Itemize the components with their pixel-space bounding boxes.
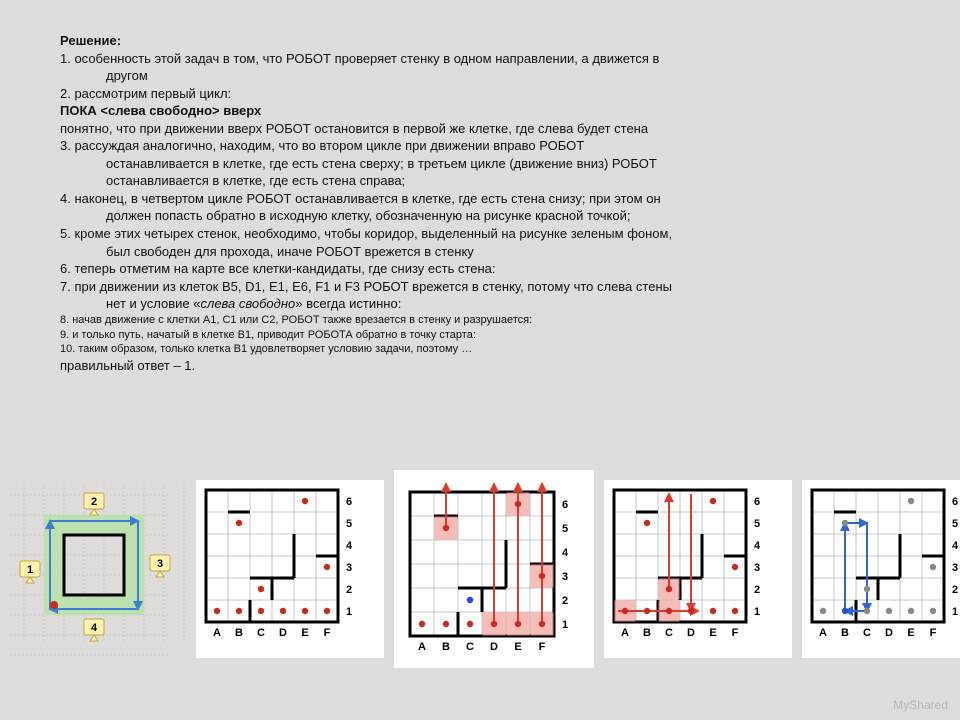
svg-text:6: 6 [562,499,568,511]
line: ПОКА <слева свободно> вверх [60,102,914,120]
line: 6. теперь отметим на карте все клетки-ка… [60,260,914,278]
line: останавливается в клетке, где есть стена… [60,172,914,190]
svg-text:5: 5 [952,518,958,530]
line: 4. наконец, в четвертом цикле РОБОТ оста… [60,190,914,208]
svg-text:3: 3 [562,571,568,583]
line: нет и условие «слева свободно» всегда ис… [60,295,914,313]
svg-text:1: 1 [562,619,568,631]
svg-text:F: F [539,641,546,653]
svg-text:B: B [235,627,243,639]
svg-text:4: 4 [562,547,569,559]
svg-text:F: F [930,627,937,639]
svg-text:D: D [885,627,893,639]
svg-text:1: 1 [754,606,760,618]
svg-text:F: F [732,627,739,639]
svg-text:3: 3 [952,562,958,574]
line: понятно, что при движении вверх РОБОТ ос… [60,120,914,138]
line: 3. рассуждая аналогично, находим, что во… [60,137,914,155]
svg-text:1: 1 [27,564,33,576]
svg-text:D: D [490,641,498,653]
svg-text:2: 2 [952,584,958,596]
svg-text:5: 5 [346,518,352,530]
figure-3-crash-cells: A B C D E F 1 2 3 4 5 6 [394,470,594,668]
svg-text:3: 3 [754,562,760,574]
heading: Решение: [60,33,121,48]
svg-text:4: 4 [346,540,353,552]
svg-text:3: 3 [157,558,163,570]
svg-text:3: 3 [346,562,352,574]
svg-text:2: 2 [754,584,760,596]
line: 10. таким образом, только клетка B1 удов… [60,342,914,357]
svg-text:A: A [418,641,426,653]
line: 5. кроме этих четырех стенок, необходимо… [60,225,914,243]
svg-text:B: B [442,641,450,653]
svg-text:B: B [643,627,651,639]
answer: правильный ответ – 1. [60,357,914,375]
svg-text:2: 2 [346,584,352,596]
svg-text:A: A [819,627,827,639]
svg-text:E: E [514,641,521,653]
svg-text:C: C [257,627,265,639]
svg-text:4: 4 [952,540,959,552]
figure-row: 1 2 3 4 A B C D E F 1 2 3 4 5 6 A B C D E F 1 2 3 4 5 6 A B C D E F 1 2 3… [6,470,960,668]
line: другом [60,67,914,85]
line: 2. рассмотрим первый цикл: [60,85,914,103]
figure-1-corridor: 1 2 3 4 [6,479,186,659]
svg-text:1: 1 [346,606,352,618]
line: 9. и только путь, начатый в клетке B1, п… [60,328,914,343]
svg-text:2: 2 [562,595,568,607]
svg-text:C: C [466,641,474,653]
svg-text:6: 6 [754,496,760,508]
svg-text:6: 6 [952,496,958,508]
svg-text:5: 5 [754,518,760,530]
svg-text:2: 2 [91,496,97,508]
svg-text:F: F [324,627,331,639]
svg-text:D: D [279,627,287,639]
figure-2-candidate-dots: A B C D E F 1 2 3 4 5 6 [196,480,384,658]
solution-text: Решение: 1. особенность этой задач в том… [0,0,960,375]
line: должен попасть обратно в исходную клетку… [60,207,914,225]
svg-text:4: 4 [754,540,761,552]
svg-text:C: C [863,627,871,639]
svg-text:1: 1 [952,606,958,618]
figure-4-a1c1c2-paths: A B C D E F 1 2 3 4 5 6 [604,480,792,658]
svg-text:E: E [907,627,914,639]
svg-text:E: E [301,627,308,639]
svg-text:5: 5 [562,523,568,535]
svg-text:4: 4 [91,622,98,634]
line: останавливается в клетке, где есть стена… [60,155,914,173]
svg-text:D: D [687,627,695,639]
svg-text:E: E [709,627,716,639]
line: был свободен для прохода, иначе РОБОТ вр… [60,243,914,261]
line: 7. при движении из клеток B5, D1, E1, E6… [60,278,914,296]
svg-text:A: A [621,627,629,639]
svg-text:C: C [665,627,673,639]
line: 8. начав движение с клетки A1, C1 или C2… [60,313,914,328]
line: 1. особенность этой задач в том, что РОБ… [60,50,914,68]
figure-5-b1-path: A B C D E F 1 2 3 4 5 6 [802,480,960,658]
svg-text:6: 6 [346,496,352,508]
svg-text:B: B [841,627,849,639]
watermark: MyShared [893,698,948,712]
svg-text:A: A [213,627,221,639]
